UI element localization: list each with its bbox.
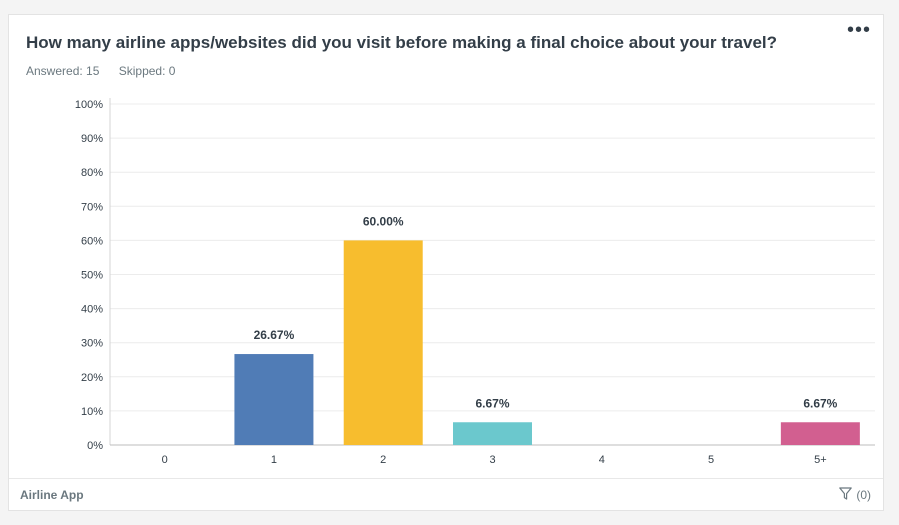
answered-count: Answered: 15 <box>26 64 100 78</box>
response-stats: Answered: 15 Skipped: 0 <box>26 64 175 78</box>
y-tick-label: 90% <box>81 133 103 145</box>
more-options-icon[interactable]: ••• <box>846 19 871 41</box>
footer-label: Airline App <box>20 488 84 502</box>
filter-icon <box>839 487 853 503</box>
x-tick-label: 0 <box>162 454 168 466</box>
filter-button[interactable]: (0) <box>839 487 871 503</box>
data-label: 60.00% <box>363 214 404 228</box>
y-tick-label: 50% <box>81 270 103 282</box>
data-label: 6.67% <box>475 396 509 410</box>
x-tick-label: 2 <box>380 454 386 466</box>
y-tick-label: 70% <box>81 201 103 213</box>
y-tick-label: 60% <box>81 235 103 247</box>
y-tick-label: 30% <box>81 338 103 350</box>
x-tick-label: 1 <box>271 454 277 466</box>
x-tick-label: 5 <box>708 454 714 466</box>
bar <box>234 354 314 445</box>
bar-chart: 0%10%20%30%40%50%60%70%80%90%100%026.67%… <box>75 98 875 466</box>
footer-divider <box>9 478 883 479</box>
y-tick-label: 100% <box>75 99 103 111</box>
x-tick-label: 4 <box>599 454 605 466</box>
question-title: How many airline apps/websites did you v… <box>26 33 778 52</box>
data-label: 26.67% <box>254 328 295 342</box>
bar <box>453 422 532 445</box>
y-tick-label: 40% <box>81 304 103 316</box>
question-card: ••• How many airline apps/websites did y… <box>8 14 884 511</box>
y-tick-label: 80% <box>81 167 103 179</box>
filter-count: (0) <box>856 488 871 502</box>
y-tick-label: 0% <box>87 440 103 452</box>
skipped-count: Skipped: 0 <box>118 64 176 78</box>
y-tick-label: 10% <box>81 406 103 418</box>
bar <box>343 240 423 445</box>
bar <box>780 422 860 445</box>
x-tick-label: 5+ <box>814 454 827 466</box>
x-tick-label: 3 <box>489 454 495 466</box>
data-label: 6.67% <box>803 396 837 410</box>
y-tick-label: 20% <box>81 372 103 384</box>
